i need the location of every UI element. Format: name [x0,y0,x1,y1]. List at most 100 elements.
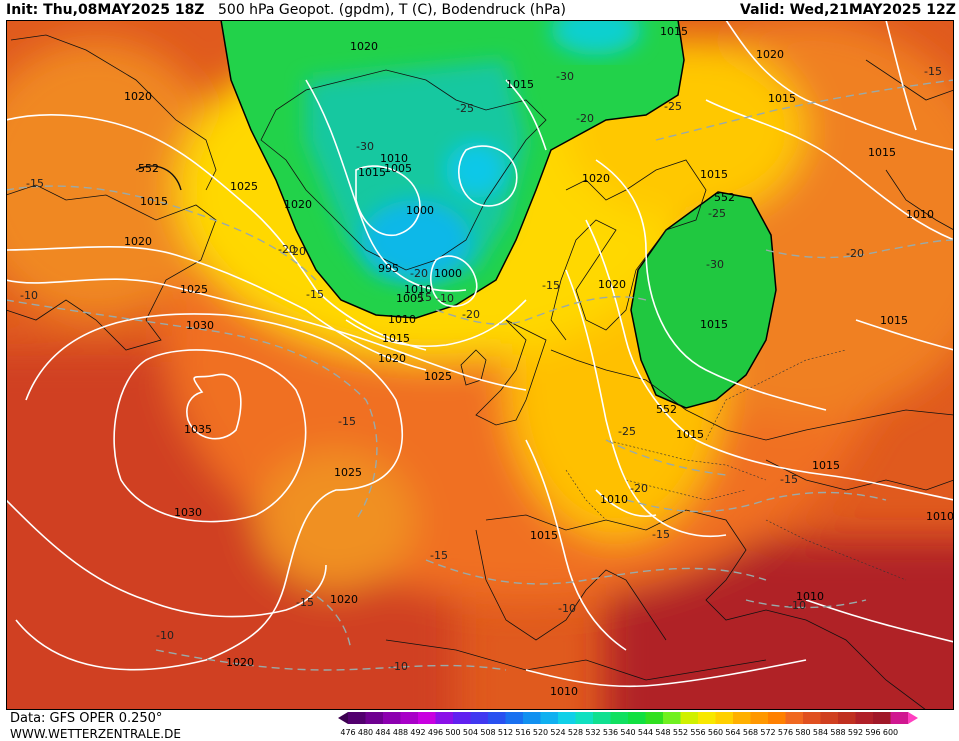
temperature-label: -10 [20,289,38,302]
temperature-label: -30 [356,140,374,153]
colorbar-tick-label: 552 [673,728,688,737]
colorbar-swatch [750,712,769,724]
colorbar-tick-label: 544 [638,728,653,737]
pressure-label: 1020 [598,278,626,291]
pressure-label: 1015 [768,92,796,105]
map-header: Init: Thu,08MAY2025 18Z 500 hPa Geopot. … [0,0,959,20]
pressure-label-layer: 1020 1015 1020 1025 1030 1035 1030 1025 … [124,25,954,698]
pressure-label: 1035 [184,423,212,436]
colorbar-swatch [663,712,681,724]
pressure-label: 1015 [382,332,410,345]
temperature-label: -20 [278,243,296,256]
colorbar-tick-label: 556 [690,728,705,737]
colorbar-swatch [400,712,419,724]
colorbar-swatch [418,712,436,724]
low-greenland-inner [306,60,526,285]
temperature-label: -15 [924,65,942,78]
field-nw-orange [6,40,226,320]
isotherms [6,79,954,671]
colorbar-swatch [610,712,629,724]
temperature-label: -30 [706,258,724,271]
colorbar-tick-label: 584 [813,728,828,737]
colorbar-tick-label: 528 [568,728,583,737]
init-time: Init: Thu,08MAY2025 18Z [6,2,205,18]
colorbar-swatch [488,712,506,724]
geopotential-label-layer: 552 552 552 [138,162,735,416]
pressure-label: 1020 [124,235,152,248]
colorbar-swatch [733,712,751,724]
geopotential-552-lines [135,165,182,191]
temperature-label: -15 [430,549,448,562]
colorbar-tick-label: 564 [725,728,740,737]
colorbar-tick-label: 600 [883,728,898,737]
colorbar-tick-label: 540 [620,728,635,737]
colorbar-swatch [628,712,646,724]
map-footer: Data: GFS OPER 0.250° WWW.WETTERZENTRALE… [0,710,959,741]
colorbar-swatch [820,712,839,724]
temperature-label: -10 [390,660,408,673]
pressure-label: 1030 [174,506,202,519]
colorbar-tick-label: 520 [533,728,548,737]
temperature-label: -20 [462,308,480,321]
pressure-label: 1015 [140,195,168,208]
colorbar-tick-label: 512 [498,728,513,737]
temperature-label: -15 [306,288,324,301]
colorbar-tick-label: 500 [445,728,460,737]
low-greenland-top [551,20,641,55]
pressure-label: 1005 [384,162,412,175]
colorbar-tick-label: 488 [393,728,408,737]
temperature-label: -10 [436,292,454,305]
temperature-label: -25 [456,102,474,115]
temperature-label: -20 [576,112,594,125]
temperature-label: -15 [338,415,356,428]
pressure-label: 1020 [330,593,358,606]
temperature-label: -15 [780,473,798,486]
pressure-label: 1025 [180,283,208,296]
temperature-label: -30 [556,70,574,83]
colorbar-swatch [558,712,576,724]
temperature-label: -20 [410,267,428,280]
pressure-label: 1010 [380,152,408,165]
colorbar-tick-label: 560 [708,728,723,737]
geopotential-label: 552 [656,403,677,416]
pressure-label: 1015 [880,314,908,327]
colorbar-tick-label: 504 [463,728,478,737]
pressure-label: 1000 [434,267,462,280]
pressure-label: 1020 [582,172,610,185]
valid-time: Valid: Wed,21MAY2025 12Z [740,2,956,18]
colorbar-tick-label: 532 [585,728,600,737]
colorbar-swatch [575,712,594,724]
colorbar-tick-label: 576 [778,728,793,737]
geopotential-label: 552 [714,191,735,204]
temperature-label: -10 [156,629,174,642]
temperature-label: -10 [558,602,576,615]
colorbar-swatch [523,712,541,724]
colorbar-tick-label: 536 [603,728,618,737]
colorbar-swatch [470,712,489,724]
country-borders [565,349,907,581]
colorbar-tick-label: 572 [760,728,775,737]
colorbar-swatch [890,712,909,724]
low-greenland-core2 [446,142,506,198]
data-source: Data: GFS OPER 0.250° [10,711,163,726]
pressure-label: 1020 [284,198,312,211]
pressure-label: 1010 [404,283,432,296]
pressure-label: 1010 [600,493,628,506]
colorbar-tick-label: 524 [550,728,565,737]
pressure-label: 1000 [406,204,434,217]
colorbar-swatch [680,712,699,724]
temperature-label-layer: -15 -10 -20 -15 -30 -25 -30 -20 -25 -20 … [20,65,942,673]
temperature-label: -15 [26,177,44,190]
pressure-label: 1015 [812,459,840,472]
pressure-label: 1015 [358,166,386,179]
colorbar-swatch [803,712,821,724]
colorbar-tick-label: 480 [358,728,373,737]
pressure-label: 1010 [550,685,578,698]
pressure-label: 1015 [530,529,558,542]
pressure-label: 1020 [756,48,784,61]
colorbar-arrow-low [338,712,348,724]
low-baltic-green-edge [630,191,777,409]
pressure-label: 1025 [334,466,362,479]
low-baltic-green [631,192,776,408]
map-frame [6,20,954,710]
